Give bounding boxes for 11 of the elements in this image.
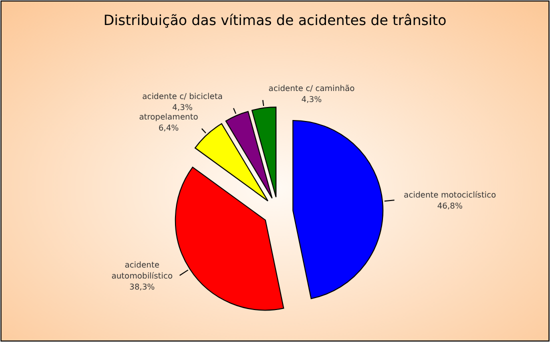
data-label: 4,3% bbox=[301, 95, 322, 104]
chart-title: Distribuição das vítimas de acidentes de trânsito bbox=[104, 13, 446, 29]
slice-label: acidente c/ caminhão bbox=[268, 84, 355, 94]
slice-label: atropelamento bbox=[139, 112, 198, 122]
slice-label: acidente c/ bicicleta bbox=[142, 92, 223, 102]
data-label: 46,8% bbox=[437, 202, 464, 211]
slice-label: acidente automobilístico bbox=[111, 260, 173, 280]
data-label: 38,3% bbox=[129, 282, 156, 292]
data-label: 6,4% bbox=[158, 124, 180, 133]
slice-label: acidente motociclístico bbox=[404, 190, 496, 200]
data-label: 4,3% bbox=[172, 103, 194, 112]
